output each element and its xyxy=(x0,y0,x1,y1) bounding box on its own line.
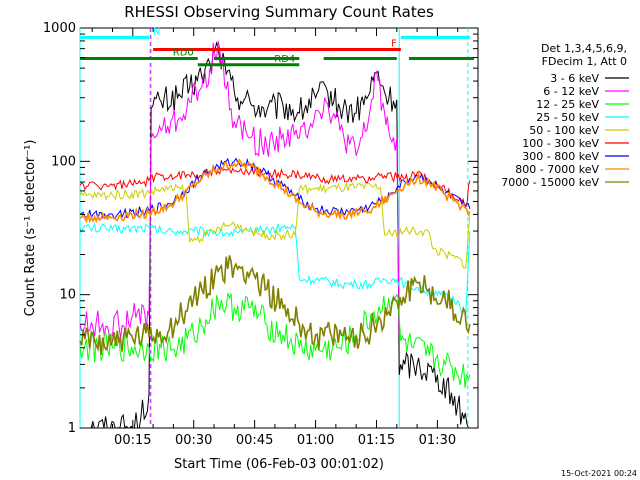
x-tick-label-01-30: 01:30 xyxy=(419,433,456,448)
series-line-7000-15000-kev xyxy=(79,255,471,355)
legend-entry-50-100-kev: 50 - 100 keV xyxy=(529,124,599,137)
y-axis-label: Count Rate (s⁻¹ detector⁻¹) xyxy=(23,140,38,317)
y-axis-ticks: 1 10 100 1000 xyxy=(43,21,478,436)
legend-header-line-2: FDecim 1, Att 0 xyxy=(542,55,627,68)
generation-timestamp: 15-Oct-2021 00:24 xyxy=(561,469,637,478)
flag-bars: N F RD0 RD4 xyxy=(80,26,474,67)
x-tick-label-01-00: 01:00 xyxy=(297,433,334,448)
series-lines xyxy=(79,40,471,430)
series-line-12-25-kev xyxy=(79,292,471,388)
x-tick-label-00-15: 00:15 xyxy=(114,433,151,448)
chart-title: RHESSI Observing Summary Count Rates xyxy=(124,3,434,21)
legend-entry-6-12-kev: 6 - 12 keV xyxy=(543,85,599,98)
series-line-3-6-kev xyxy=(80,41,470,430)
legend-entry-100-300-kev: 100 - 300 keV xyxy=(522,137,599,150)
series-line-50-100-kev xyxy=(79,181,471,269)
x-tick-label-00-45: 00:45 xyxy=(236,433,273,448)
x-axis-label: Start Time (06-Feb-03 00:01:02) xyxy=(174,457,384,472)
series-line-6-12-kev xyxy=(79,40,400,339)
legend-entry-12-25-kev: 12 - 25 keV xyxy=(536,98,599,111)
legend-entry-7000-15000-kev: 7000 - 15000 keV xyxy=(501,176,599,189)
flag-label-f: F xyxy=(391,38,397,49)
legend-entry-800-7000-kev: 800 - 7000 keV xyxy=(515,163,599,176)
legend-header-line-1: Det 1,3,4,5,6,9, xyxy=(541,42,627,55)
legend-entry-25-50-kev: 25 - 50 keV xyxy=(536,111,599,124)
flag-label-n: N xyxy=(153,26,160,37)
legend-entry-3-6-kev: 3 - 6 keV xyxy=(550,72,599,85)
legend-entry-300-800-kev: 300 - 800 keV xyxy=(522,150,599,163)
flag-label-rd4: RD4 xyxy=(274,54,295,65)
series-line-800-7000-kev xyxy=(79,158,471,224)
x-axis-ticks: 00:15 00:30 00:45 01:00 01:15 01:30 xyxy=(91,28,459,448)
x-tick-label-00-30: 00:30 xyxy=(175,433,212,448)
series-line-100-300-kev xyxy=(79,166,471,209)
flag-label-rd0: RD0 xyxy=(173,48,194,59)
x-tick-label-01-15: 01:15 xyxy=(358,433,395,448)
y-tick-label-1: 1 xyxy=(68,421,76,436)
y-tick-label-1000: 1000 xyxy=(43,21,76,36)
y-tick-label-10: 10 xyxy=(59,288,76,303)
y-tick-label-100: 100 xyxy=(51,154,76,169)
legend: Det 1,3,4,5,6,9, FDecim 1, Att 0 3 - 6 k… xyxy=(501,42,629,189)
